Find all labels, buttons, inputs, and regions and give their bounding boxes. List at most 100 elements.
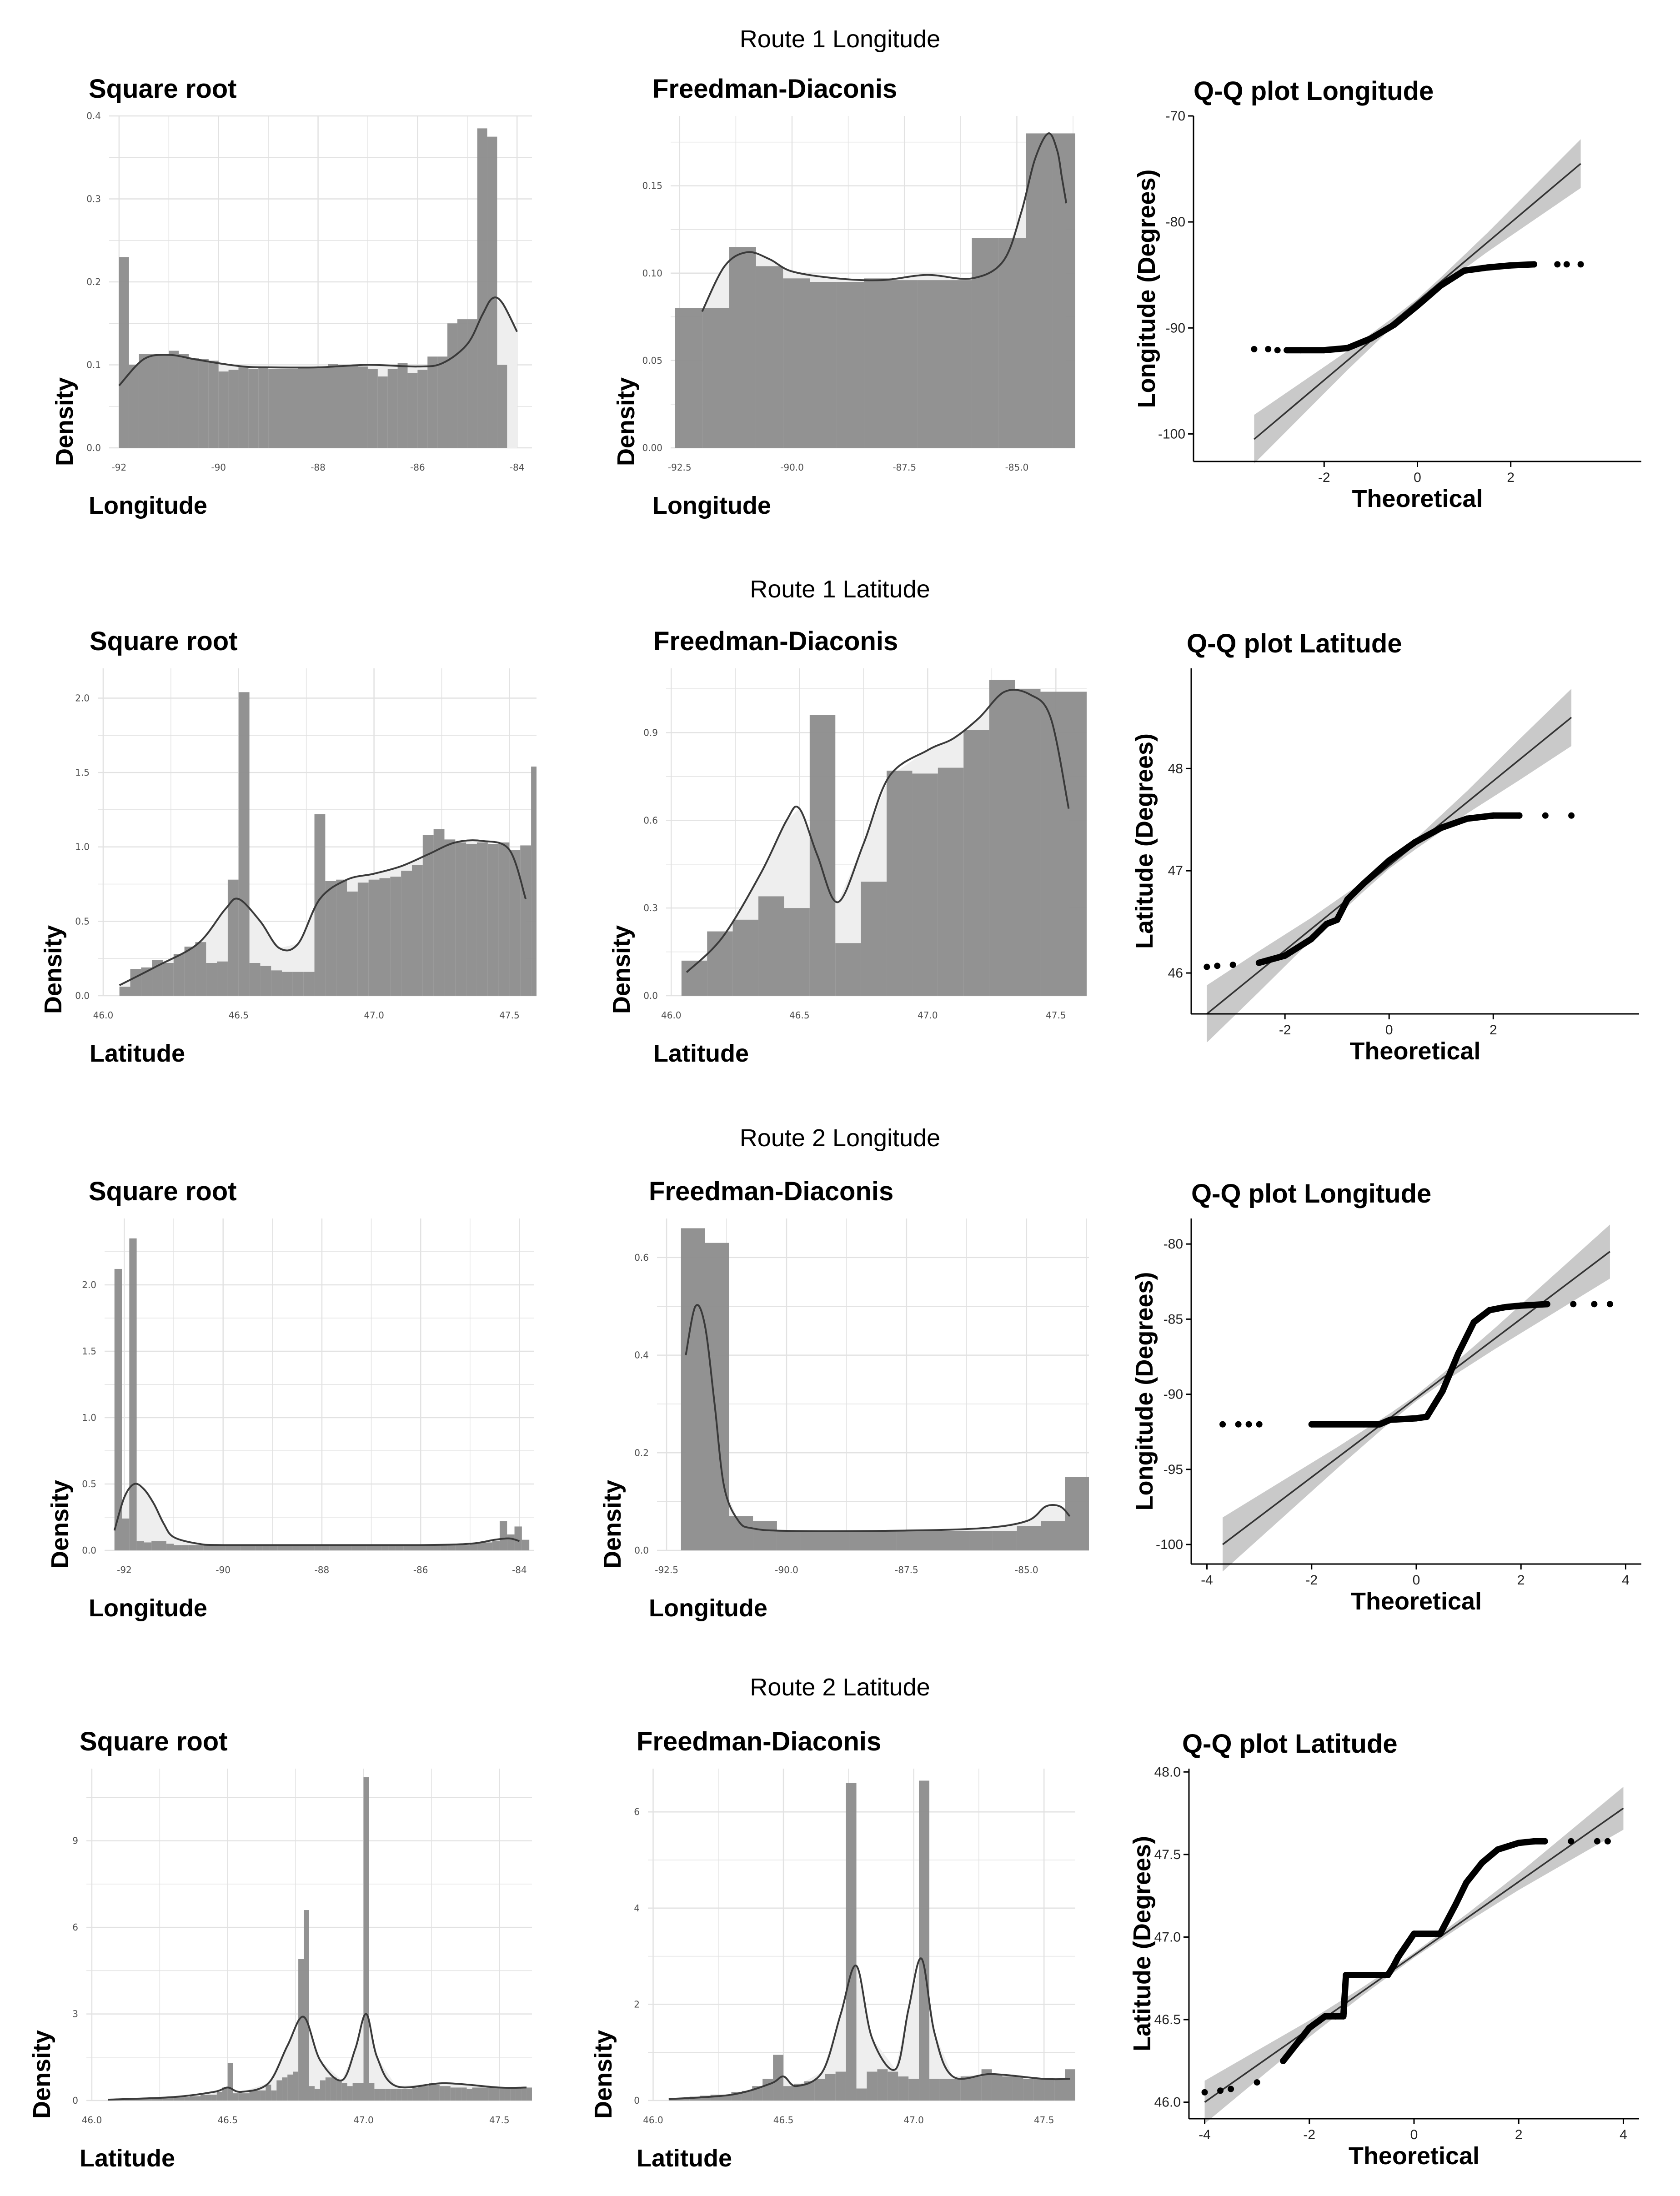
bar: [477, 128, 487, 448]
bar: [363, 1777, 369, 2101]
x-tick-label: -4: [1199, 2127, 1211, 2142]
y-tick-label: 0.10: [642, 268, 662, 279]
x-axis-label: Theoretical: [1349, 2142, 1479, 2170]
bar: [1017, 1526, 1041, 1550]
density-line: [701, 132, 1068, 312]
y-axis-label: Density: [51, 377, 78, 466]
bar: [447, 323, 457, 448]
point: [1265, 346, 1272, 352]
bar: [960, 2076, 971, 2101]
bar: [385, 2089, 391, 2101]
bar: [742, 2091, 752, 2101]
bar: [702, 308, 729, 448]
bar: [492, 1541, 500, 1550]
point: [1308, 936, 1314, 943]
bar: [510, 2087, 516, 2101]
point: [1461, 267, 1468, 274]
bar: [152, 960, 163, 996]
x-tick-label: -90: [211, 462, 226, 473]
bar: [963, 730, 989, 996]
x-tick-label: -92.5: [668, 462, 692, 473]
bar: [218, 371, 229, 448]
bar: [380, 2089, 386, 2101]
bar: [467, 319, 477, 448]
bars: [681, 680, 1087, 996]
point: [1274, 347, 1281, 354]
y-tick-label: 48: [1168, 761, 1183, 776]
bar: [462, 1545, 470, 1550]
bar: [144, 1542, 152, 1550]
bar: [276, 2080, 282, 2101]
point: [1387, 1416, 1394, 1423]
bar: [499, 1521, 507, 1550]
bar: [228, 370, 239, 448]
bar: [298, 1959, 304, 2101]
panel-title: Q-Q plot Longitude: [1194, 76, 1434, 106]
x-tick-label: 2: [1507, 470, 1515, 485]
x-axis-label: Theoretical: [1351, 1588, 1482, 1615]
y-tick-label: 0.9: [643, 727, 658, 738]
bar: [514, 1526, 522, 1550]
point: [1554, 261, 1561, 268]
bar: [238, 692, 250, 996]
bar: [989, 680, 1015, 996]
bar: [466, 844, 477, 996]
bar: [358, 366, 368, 448]
x-tick-label: -88: [311, 462, 326, 473]
bar: [439, 2086, 445, 2101]
x-axis-label: Latitude: [90, 1040, 185, 1067]
bar: [198, 359, 209, 448]
bars: [681, 1228, 1089, 1550]
x-tick-label: 0: [1385, 1023, 1393, 1038]
y-tick-label: 0.00: [642, 442, 662, 453]
point: [1282, 952, 1289, 959]
bar: [411, 865, 423, 996]
bar: [390, 877, 401, 996]
bar: [366, 1545, 374, 1550]
y-axis-label: Density: [612, 377, 640, 466]
x-tick-label: 46.5: [217, 2115, 238, 2126]
x-tick-label: 47.5: [489, 2115, 510, 2126]
x-tick-label: 46.0: [661, 1010, 682, 1021]
bar: [705, 1243, 729, 1550]
bar: [321, 1545, 330, 1550]
bar: [195, 2096, 201, 2101]
x-tick-label: -90: [216, 1564, 231, 1575]
bar: [729, 1516, 753, 1550]
bar: [119, 257, 129, 448]
bar: [476, 842, 488, 996]
points: [1204, 812, 1575, 970]
x-tick-label: -86: [410, 462, 425, 473]
point: [1518, 1302, 1525, 1309]
panel-title: Square root: [80, 1727, 228, 1756]
y-tick-label: -85: [1163, 1312, 1183, 1327]
bar: [338, 365, 348, 448]
row-title-route2-longitude: Route 2 Longitude: [739, 1124, 941, 1152]
bar: [498, 842, 510, 996]
bar: [861, 882, 887, 996]
bar: [184, 2097, 190, 2101]
bar: [835, 2071, 846, 2101]
y-tick-label: 0.1: [86, 360, 101, 371]
bar: [149, 354, 159, 448]
x-axis-label: Theoretical: [1352, 485, 1483, 512]
bar: [499, 2087, 505, 2101]
bar: [437, 356, 447, 448]
bar: [379, 878, 391, 996]
point: [1214, 963, 1221, 969]
bar: [141, 967, 152, 996]
bar: [314, 2089, 320, 2101]
panel-title: Freedman-Diaconis: [649, 1177, 893, 1206]
bar: [352, 2083, 358, 2101]
x-tick-label: 46.0: [643, 2115, 663, 2126]
point: [1256, 1421, 1263, 1428]
bar: [1065, 1477, 1089, 1550]
point: [1455, 1350, 1462, 1357]
x-tick-label: -2: [1303, 2127, 1315, 2142]
bar: [426, 1545, 433, 1550]
x-tick-label: 2: [1515, 2127, 1523, 2142]
